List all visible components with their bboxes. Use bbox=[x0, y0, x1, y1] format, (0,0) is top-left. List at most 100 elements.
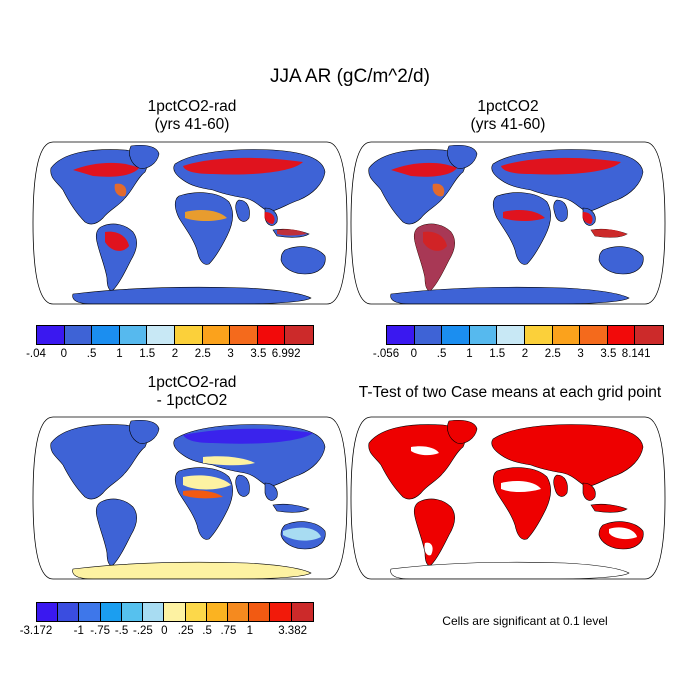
colorbar-2: -.056 0 .5 1 1.5 2 2.5 3 3.5 8.141 bbox=[373, 325, 664, 360]
landmass-seasia bbox=[264, 482, 278, 501]
landmass-india bbox=[553, 474, 568, 497]
colorbar-swatch bbox=[230, 326, 258, 344]
colorbar-label: -3.172 bbox=[19, 625, 53, 637]
colorbar-label: 3.5 bbox=[250, 348, 267, 360]
map-border bbox=[350, 141, 666, 305]
non-significant-region bbox=[501, 481, 541, 492]
colorbar-swatch bbox=[635, 326, 663, 344]
non-significant-region bbox=[609, 527, 637, 540]
landmass-australia bbox=[280, 246, 326, 275]
colorbar-swatch bbox=[414, 326, 443, 344]
colorbar-swatch bbox=[202, 326, 231, 344]
colorbar-label: 1 bbox=[116, 348, 123, 360]
landmass-india bbox=[235, 474, 250, 497]
colorbar-label: 3.382 bbox=[278, 625, 307, 637]
value-region bbox=[105, 231, 129, 251]
colorbar-label: 1 bbox=[466, 348, 473, 360]
value-region bbox=[183, 428, 313, 444]
colorbar-label: .5 bbox=[202, 625, 212, 637]
colorbar-label: 0 bbox=[410, 348, 417, 360]
landmass-indonesia bbox=[272, 503, 310, 513]
colorbar-swatch bbox=[249, 603, 271, 621]
panel2-title-line1: 1pctCO2 bbox=[477, 98, 539, 115]
colorbar-swatch bbox=[552, 326, 581, 344]
colorbar-swatch bbox=[147, 326, 175, 344]
value-region bbox=[391, 162, 457, 177]
map-border bbox=[350, 416, 666, 580]
colorbar-swatch bbox=[497, 326, 525, 344]
colorbar-label: 2 bbox=[171, 348, 179, 360]
colorbar-swatch bbox=[607, 326, 636, 344]
panel1-title: 1pctCO2-rad (yrs 41-60) bbox=[36, 98, 348, 134]
landmass-namerica bbox=[50, 424, 148, 500]
colorbar-swatch bbox=[174, 326, 203, 344]
panel1-title-line2: (yrs 41-60) bbox=[154, 116, 230, 133]
landmass-greenland bbox=[129, 144, 160, 169]
non-significant-region bbox=[411, 446, 439, 456]
colorbar-swatch bbox=[387, 326, 415, 344]
colorbar-swatch bbox=[64, 326, 93, 344]
colorbar-swatch bbox=[270, 603, 292, 621]
panel3-title-line1: 1pctCO2-rad bbox=[147, 374, 237, 391]
value-region bbox=[501, 157, 621, 175]
landmass-seasia bbox=[582, 482, 596, 501]
value-region bbox=[183, 490, 223, 499]
landmass-india bbox=[235, 199, 250, 222]
colorbar-label: 0 bbox=[60, 348, 67, 360]
colorbar-swatch bbox=[580, 326, 608, 344]
panel4-title: T-Test of two Case means at each grid po… bbox=[340, 384, 680, 402]
value-region bbox=[277, 229, 307, 236]
value-region bbox=[283, 527, 321, 541]
colorbar-2-swatches bbox=[386, 325, 664, 345]
colorbar-swatch bbox=[469, 326, 498, 344]
colorbar-swatch bbox=[92, 326, 120, 344]
colorbar-swatch bbox=[121, 603, 144, 621]
landmass-africa bbox=[492, 192, 551, 265]
colorbar-label: -.04 bbox=[26, 348, 46, 360]
colorbar-label: -.25 bbox=[133, 625, 153, 637]
colorbar-swatch bbox=[119, 326, 148, 344]
map-border bbox=[32, 416, 348, 580]
colorbar-label: .5 bbox=[86, 348, 97, 360]
landmass-greenland bbox=[447, 419, 478, 444]
panel2-title: 1pctCO2 (yrs 41-60) bbox=[352, 98, 664, 134]
value-region bbox=[183, 157, 303, 175]
value-region bbox=[203, 456, 255, 466]
non-significant-region bbox=[424, 542, 433, 556]
colorbar-label: 1 bbox=[246, 625, 254, 637]
colorbar-swatch bbox=[143, 603, 165, 621]
map-panel-3 bbox=[32, 416, 348, 580]
colorbar-label: 6.992 bbox=[271, 348, 301, 360]
colorbar-swatch bbox=[37, 603, 59, 621]
colorbar-1: -.04 0 .5 1 1.5 2 2.5 3 3.5 6.992 bbox=[26, 325, 314, 360]
map-panel-2 bbox=[350, 141, 666, 305]
colorbar-swatch bbox=[206, 603, 228, 621]
colorbar-label: 1.5 bbox=[489, 348, 506, 360]
value-region bbox=[582, 212, 593, 224]
figure-title: JJA AR (gC/m^2/d) bbox=[270, 66, 430, 87]
map-panel-1 bbox=[32, 141, 348, 305]
colorbar-label: .5 bbox=[436, 348, 447, 360]
colorbar-label: .25 bbox=[177, 625, 194, 637]
colorbar-2-labels: -.056 0 .5 1 1.5 2 2.5 3 3.5 8.141 bbox=[373, 345, 664, 360]
panel3-title: 1pctCO2-rad - 1pctCO2 bbox=[36, 374, 348, 410]
map-border bbox=[32, 141, 348, 305]
value-region bbox=[414, 224, 455, 291]
colorbar-swatch bbox=[58, 603, 80, 621]
landmass-greenland bbox=[129, 419, 160, 444]
value-region bbox=[183, 475, 231, 490]
landmass-namerica bbox=[368, 424, 466, 500]
colorbar-swatch bbox=[524, 326, 553, 344]
colorbar-swatch bbox=[227, 603, 250, 621]
colorbar-label: -.5 bbox=[114, 625, 129, 637]
panel1-title-line1: 1pctCO2-rad bbox=[147, 98, 237, 115]
panel2-title-line2: (yrs 41-60) bbox=[470, 116, 546, 133]
colorbar-1-swatches bbox=[36, 325, 314, 345]
colorbar-swatch bbox=[291, 603, 313, 621]
landmass-greenland bbox=[447, 144, 478, 169]
value-region bbox=[503, 210, 545, 221]
colorbar-swatch bbox=[442, 326, 470, 344]
colorbar-label: 2.5 bbox=[194, 348, 211, 360]
value-region bbox=[264, 212, 275, 224]
colorbar-swatch bbox=[285, 326, 313, 344]
